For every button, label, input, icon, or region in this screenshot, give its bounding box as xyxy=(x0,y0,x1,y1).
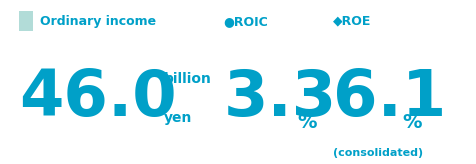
Text: Ordinary income: Ordinary income xyxy=(40,15,157,28)
Text: ●ROIC: ●ROIC xyxy=(224,15,268,28)
Text: 6.1: 6.1 xyxy=(333,67,446,129)
Text: ◆ROE: ◆ROE xyxy=(333,15,372,28)
Text: %: % xyxy=(298,113,317,133)
Text: 3.3: 3.3 xyxy=(224,67,337,129)
FancyBboxPatch shape xyxy=(19,11,33,31)
Text: 46.0: 46.0 xyxy=(19,67,177,129)
Text: yen: yen xyxy=(164,111,193,125)
Text: billion: billion xyxy=(164,72,212,86)
Text: %: % xyxy=(402,113,422,133)
Text: (consolidated): (consolidated) xyxy=(333,148,423,157)
